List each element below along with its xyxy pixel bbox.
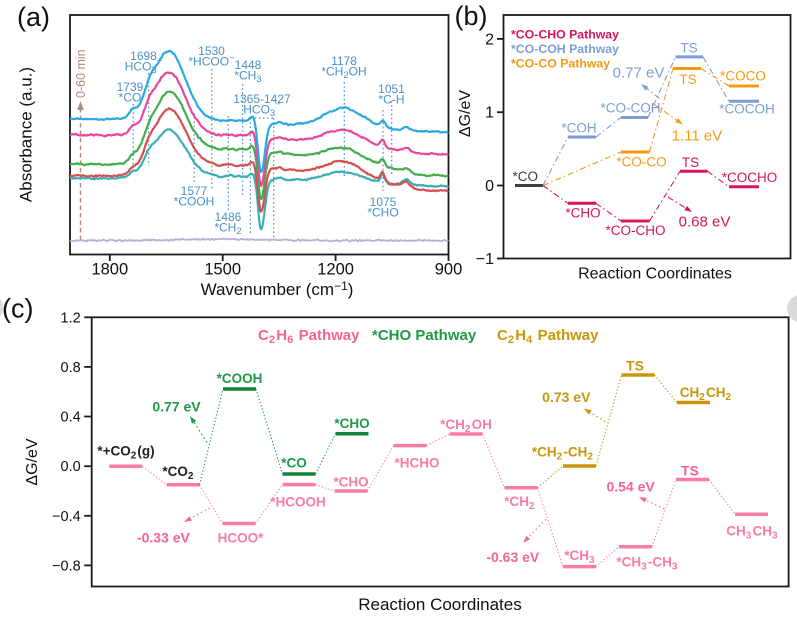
svg-text:1500: 1500: [204, 261, 241, 279]
svg-text:1486: 1486: [215, 210, 242, 224]
svg-text:*COCHO: *COCHO: [722, 170, 778, 185]
svg-text:*CHO: *CHO: [333, 474, 368, 489]
svg-text:CH2 CH2: CH2 CH2: [680, 385, 732, 403]
svg-text:*CH3: *CH3: [564, 548, 595, 566]
svg-text:*CO-COH: *CO-COH: [601, 101, 661, 116]
svg-text:HCOO*: HCOO*: [218, 531, 265, 546]
svg-text:0.77 eV: 0.77 eV: [152, 399, 201, 415]
svg-text:*CO-CO: *CO-CO: [616, 155, 666, 170]
svg-text:1577: 1577: [181, 184, 208, 198]
svg-text:1530: 1530: [198, 44, 225, 58]
svg-text:1178: 1178: [331, 54, 357, 68]
svg-text:*CO: *CO: [119, 91, 142, 105]
svg-text:*COOH: *COOH: [174, 195, 215, 209]
svg-text:*CO2: *CO2: [162, 464, 194, 482]
svg-text:*HCHO: *HCHO: [394, 456, 439, 471]
svg-text:1075: 1075: [370, 195, 397, 209]
svg-text:*CO-COH Pathway: *CO-COH Pathway: [511, 42, 619, 56]
svg-text:(c): (c): [2, 294, 33, 324]
svg-text:*CO: *CO: [513, 169, 539, 184]
svg-text:*CH2 -CH2: *CH2 -CH2: [532, 444, 594, 462]
svg-text:TS: TS: [681, 462, 699, 478]
svg-text:CH3 CH3: CH3 CH3: [726, 524, 778, 542]
svg-text:900: 900: [435, 261, 463, 279]
svg-text:*CH2: *CH2: [214, 221, 241, 238]
svg-text:1.11 eV: 1.11 eV: [672, 128, 723, 145]
svg-text:−0.8: −0.8: [52, 558, 81, 574]
svg-text:*COOH: *COOH: [217, 371, 263, 386]
svg-text:HCO3−: HCO3−: [243, 99, 281, 119]
svg-text:C2 H6 Pathway: C2 H6 Pathway: [258, 327, 360, 346]
svg-text:1800: 1800: [91, 261, 128, 279]
svg-text:(a): (a): [17, 2, 50, 32]
svg-text:*CHO: *CHO: [367, 206, 398, 220]
svg-text:1051: 1051: [378, 82, 405, 96]
svg-text:*CO-CHO: *CO-CHO: [606, 223, 666, 238]
svg-text:1200: 1200: [317, 261, 354, 279]
svg-text:0.4: 0.4: [61, 410, 81, 426]
svg-text:*CO-CHO Pathway: *CO-CHO Pathway: [511, 28, 619, 42]
svg-text:C2 H4 Pathway: C2 H4 Pathway: [497, 327, 599, 346]
svg-text:*CO: *CO: [281, 455, 307, 470]
svg-text:Reaction Coordinates: Reaction Coordinates: [578, 266, 732, 283]
svg-text:*CH2 OH: *CH2 OH: [440, 417, 492, 435]
svg-text:*CH3 -CH3: *CH3 -CH3: [616, 555, 678, 573]
svg-text:1698: 1698: [130, 49, 157, 63]
svg-text:−0.4: −0.4: [52, 509, 81, 525]
svg-text:ΔG/eV: ΔG/eV: [24, 438, 41, 485]
svg-text:−1: −1: [476, 251, 494, 268]
svg-text:*CH3: *CH3: [234, 69, 261, 86]
svg-text:Reaction Coordinates: Reaction Coordinates: [358, 595, 521, 614]
svg-text:1448: 1448: [235, 58, 262, 72]
svg-text:Absorbance (a.u.): Absorbance (a.u.): [17, 67, 36, 202]
svg-text:0-60 min: 0-60 min: [74, 49, 88, 98]
svg-text:1365-1427: 1365-1427: [233, 92, 291, 106]
svg-text:*HCOO−: *HCOO−: [188, 53, 235, 69]
svg-text:*CH2OH: *CH2OH: [321, 65, 366, 82]
svg-text:TS: TS: [679, 72, 696, 87]
svg-text:*COCOH: *COCOH: [719, 102, 775, 117]
svg-text:TS: TS: [682, 155, 699, 170]
svg-text:*HCOOH: *HCOOH: [270, 495, 326, 510]
svg-text:Wavenumber (cm−1): Wavenumber (cm−1): [201, 279, 354, 299]
svg-text:0.54 eV: 0.54 eV: [606, 479, 655, 495]
svg-text:*CH2: *CH2: [504, 494, 535, 512]
svg-text:-0.63 eV: -0.63 eV: [486, 549, 540, 565]
svg-text:0.0: 0.0: [61, 459, 81, 475]
svg-text:TS: TS: [626, 358, 644, 374]
svg-text:*COH: *COH: [561, 121, 596, 136]
svg-text:1739: 1739: [117, 80, 144, 94]
svg-text:TS: TS: [680, 41, 697, 56]
svg-text:0.8: 0.8: [61, 360, 81, 376]
svg-text:0.68 eV: 0.68 eV: [679, 214, 731, 231]
svg-text:*CHO: *CHO: [334, 416, 369, 431]
svg-text:*CHO: *CHO: [565, 206, 600, 221]
svg-text:(b): (b): [455, 1, 488, 31]
svg-text:*+CO2 (g): *+CO2 (g): [97, 444, 154, 462]
svg-text:0.77 eV: 0.77 eV: [613, 65, 665, 82]
svg-text:0: 0: [485, 178, 494, 195]
svg-text:0.73 eV: 0.73 eV: [542, 389, 591, 405]
svg-text:1: 1: [485, 105, 494, 122]
svg-text:ΔG/eV: ΔG/eV: [457, 90, 474, 137]
svg-text:*CO-CO Pathway: *CO-CO Pathway: [511, 57, 610, 71]
svg-text:-0.33 eV: -0.33 eV: [137, 530, 191, 546]
svg-text:2: 2: [485, 31, 494, 48]
svg-text:1.2: 1.2: [61, 310, 81, 326]
svg-text:*CHO Pathway: *CHO Pathway: [372, 327, 477, 344]
svg-text:*C-H: *C-H: [379, 93, 405, 107]
svg-text:*COCO: *COCO: [720, 69, 766, 84]
